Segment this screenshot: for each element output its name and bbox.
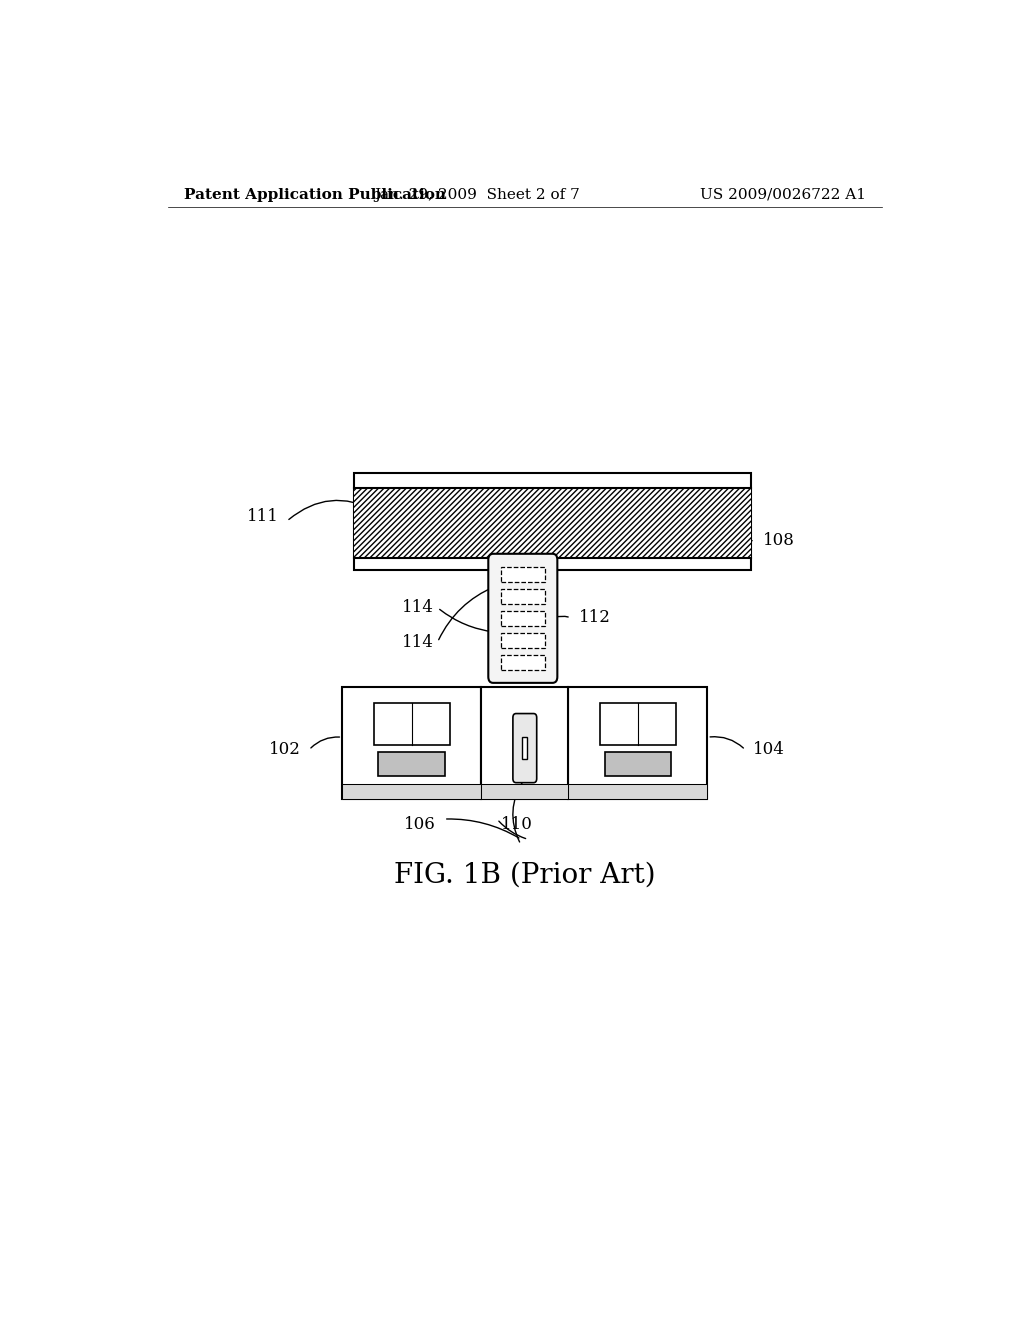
Bar <box>342 784 481 799</box>
Text: Jan. 29, 2009  Sheet 2 of 7: Jan. 29, 2009 Sheet 2 of 7 <box>375 187 580 202</box>
Text: 111: 111 <box>247 508 279 524</box>
Bar <box>501 589 545 603</box>
Bar <box>342 686 481 799</box>
Text: 106: 106 <box>404 816 436 833</box>
Bar <box>568 784 708 799</box>
Text: Patent Application Publication: Patent Application Publication <box>183 187 445 202</box>
Text: 114: 114 <box>401 634 433 651</box>
Bar <box>379 752 445 776</box>
Text: 104: 104 <box>754 742 785 759</box>
Bar <box>568 686 708 799</box>
Bar <box>374 702 450 744</box>
Text: 102: 102 <box>269 742 301 759</box>
Bar <box>481 784 568 799</box>
Bar <box>501 655 545 669</box>
Text: FIG. 1B (Prior Art): FIG. 1B (Prior Art) <box>394 862 655 888</box>
Bar <box>354 488 751 558</box>
Text: 114: 114 <box>401 599 433 616</box>
Bar <box>501 632 545 648</box>
Bar <box>522 738 527 759</box>
Text: 108: 108 <box>763 532 795 549</box>
Bar <box>604 752 671 776</box>
Bar <box>481 686 568 799</box>
Bar <box>600 702 676 744</box>
FancyBboxPatch shape <box>513 714 537 783</box>
Text: 110: 110 <box>501 816 532 833</box>
Bar <box>354 474 751 570</box>
Text: US 2009/0026722 A1: US 2009/0026722 A1 <box>700 187 866 202</box>
FancyBboxPatch shape <box>488 554 557 682</box>
Bar <box>501 611 545 626</box>
Text: 112: 112 <box>579 610 610 626</box>
Bar <box>501 568 545 582</box>
